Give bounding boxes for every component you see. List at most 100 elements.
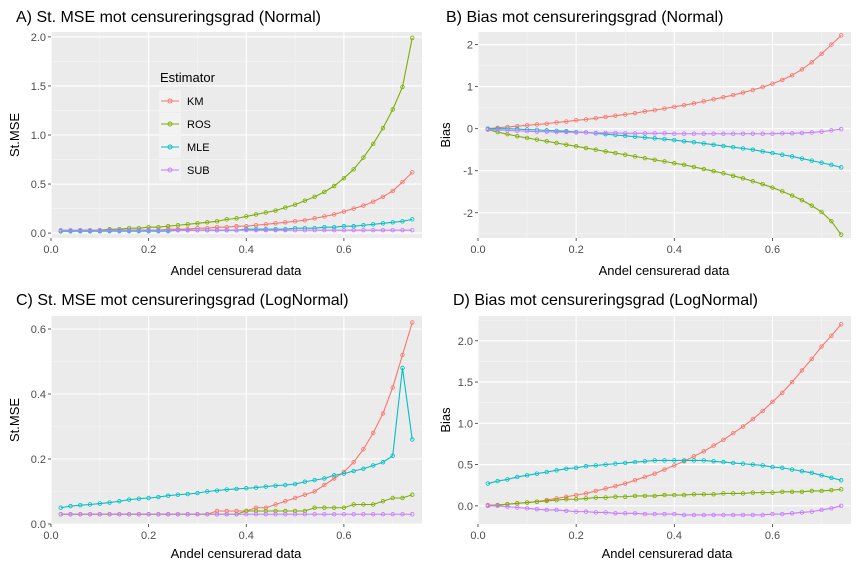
data-point-sub [273, 512, 278, 517]
data-point-mle [214, 488, 220, 493]
data-point-mle [224, 487, 229, 492]
data-point-km [312, 216, 317, 221]
data-point-ros [234, 216, 239, 221]
data-point-sub [126, 227, 132, 233]
data-point-ros [740, 491, 746, 496]
data-point-mle [292, 481, 298, 487]
data-point-mle [760, 463, 765, 468]
data-point-sub [554, 129, 559, 135]
data-point-mle [711, 142, 716, 147]
data-point-ros [224, 217, 229, 222]
data-point-km [740, 90, 746, 95]
data-point-sub [573, 130, 579, 135]
panel-c-ylabel: St.MSE [7, 398, 22, 442]
data-point-ros [799, 489, 805, 495]
data-point-sub [234, 512, 239, 517]
data-point-sub [534, 506, 540, 512]
data-point-ros [564, 142, 569, 147]
data-point-mle [156, 494, 161, 500]
data-point-sub [322, 512, 327, 517]
data-point-km [224, 225, 229, 230]
data-point-mle [750, 147, 756, 152]
data-point-sub [780, 511, 785, 517]
data-point-sub [642, 511, 648, 517]
data-point-mle [564, 466, 569, 471]
data-point-ros [505, 501, 510, 507]
data-point-sub [564, 508, 569, 513]
data-point-ros [400, 84, 405, 90]
data-point-sub [613, 511, 618, 516]
data-point-sub [68, 227, 73, 233]
data-point-mle [593, 463, 598, 468]
data-point-mle [410, 437, 415, 442]
panel-a-ticks: 0.0 0.2 0.4 0.6 0.0 0.5 1.0 1.5 2.0 [31, 32, 352, 256]
data-point-sub [78, 227, 83, 233]
data-point-sub [341, 512, 347, 517]
data-point-km [770, 81, 775, 86]
data-point-km [390, 188, 395, 194]
data-point-mle [691, 458, 697, 463]
panel-a-title: A) St. MSE mot censureringsgrad (Normal) [16, 9, 321, 26]
data-point-mle [642, 459, 648, 464]
data-point-ros [370, 141, 376, 147]
data-point-ros [573, 144, 579, 149]
data-point-sub [214, 227, 220, 233]
data-point-ros [838, 232, 844, 237]
data-point-sub [370, 512, 376, 517]
data-point-mle [731, 144, 736, 150]
data-point-km [613, 113, 618, 118]
data-point-ros [205, 220, 210, 225]
data-point-ros [603, 495, 608, 500]
data-point-mle [789, 467, 795, 472]
data-point-km [780, 77, 785, 83]
data-point-ros [829, 218, 834, 224]
data-point-sub [515, 505, 520, 510]
data-point-km [809, 60, 814, 65]
data-point-sub [819, 129, 824, 134]
data-point-sub [361, 512, 366, 517]
data-point-km [681, 102, 687, 108]
data-point-sub [331, 227, 337, 233]
data-point-km [838, 322, 844, 327]
data-point-sub [205, 227, 210, 233]
data-point-mle [780, 152, 785, 157]
data-point-mle [750, 462, 756, 467]
data-point-ros [731, 491, 736, 496]
data-point-sub [351, 512, 356, 517]
data-point-ros [750, 179, 756, 184]
data-point-ros [780, 489, 785, 495]
data-point-mle [672, 458, 677, 463]
data-point-sub [819, 507, 824, 513]
data-point-ros [263, 210, 268, 215]
legend-label-km: KM [187, 96, 204, 108]
data-point-mle [312, 477, 317, 483]
panel-b-title: B) Bias mot censureringsgrad (Normal) [446, 9, 723, 26]
data-point-sub [136, 227, 142, 233]
data-point-sub [740, 131, 746, 136]
data-point-mle [263, 484, 268, 489]
data-point-sub [214, 512, 220, 517]
data-point-sub [613, 130, 618, 136]
data-point-sub [253, 512, 259, 517]
series-line-sub [487, 128, 842, 135]
x-tick-label: 0.4 [239, 530, 254, 542]
data-point-sub [283, 512, 288, 517]
data-point-sub [603, 130, 608, 136]
data-point-km [819, 344, 824, 349]
data-point-sub [156, 512, 161, 517]
data-point-sub [185, 512, 190, 517]
legend-key-point [167, 121, 173, 127]
data-point-km [331, 212, 337, 217]
panel-d-marks [485, 322, 844, 518]
data-point-mle [244, 486, 249, 491]
data-point-ros [711, 168, 716, 174]
data-point-mle [829, 162, 834, 168]
data-point-sub [380, 227, 386, 233]
data-point-ros [632, 493, 638, 499]
data-point-km [361, 447, 366, 452]
data-point-sub [292, 227, 298, 233]
legend-label-mle: MLE [187, 142, 210, 154]
data-point-mle [380, 460, 386, 465]
panel-b-ticks: 0.0 0.2 0.4 0.6 -2 -1 0 1 2 [463, 40, 780, 256]
data-point-ros [390, 107, 395, 112]
